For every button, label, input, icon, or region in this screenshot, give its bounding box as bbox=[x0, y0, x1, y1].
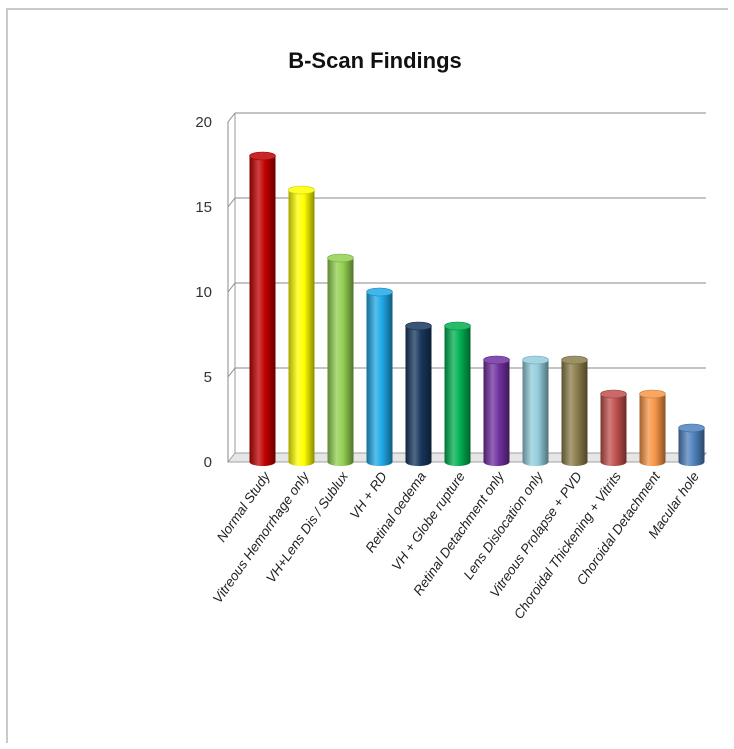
bar-top bbox=[327, 253, 354, 263]
category-label: VH + Globe rupture bbox=[389, 469, 468, 573]
bar-top bbox=[444, 321, 471, 331]
bar-top bbox=[366, 287, 393, 297]
bar-body bbox=[327, 258, 354, 466]
bar-body bbox=[561, 360, 588, 466]
bar-top bbox=[405, 321, 432, 331]
bar bbox=[561, 355, 588, 466]
bar-body bbox=[522, 360, 549, 466]
y-tick-label: 15 bbox=[195, 199, 212, 216]
bar bbox=[288, 185, 315, 466]
gridline-diagonal bbox=[227, 197, 236, 208]
bar bbox=[483, 355, 510, 466]
bar bbox=[678, 423, 705, 466]
bar bbox=[444, 321, 471, 466]
y-tick-label: 0 bbox=[204, 454, 212, 471]
bar bbox=[327, 253, 354, 466]
bar-top bbox=[600, 389, 627, 399]
bar bbox=[522, 355, 549, 466]
bar bbox=[639, 389, 666, 466]
bar-body bbox=[483, 360, 510, 466]
gridline-diagonal bbox=[227, 112, 236, 123]
gridline-diagonal bbox=[227, 367, 236, 378]
bar-body bbox=[639, 394, 666, 466]
bar-top bbox=[288, 185, 315, 195]
bar-body bbox=[288, 190, 315, 466]
bar-top bbox=[639, 389, 666, 399]
y-tick-label: 10 bbox=[195, 284, 212, 301]
bar bbox=[600, 389, 627, 466]
bar-body bbox=[678, 428, 705, 466]
bar-body bbox=[249, 156, 276, 466]
category-label: VH + RD bbox=[347, 469, 390, 522]
y-tick-label: 5 bbox=[204, 369, 212, 386]
bar-body bbox=[600, 394, 627, 466]
bar-top bbox=[483, 355, 510, 365]
gridline-diagonal bbox=[227, 282, 236, 293]
bar-top bbox=[249, 151, 276, 161]
bar-top bbox=[522, 355, 549, 365]
bar bbox=[249, 151, 276, 466]
bar-body bbox=[366, 292, 393, 466]
bar bbox=[405, 321, 432, 466]
bar-body bbox=[444, 326, 471, 466]
bar bbox=[366, 287, 393, 466]
bar-body bbox=[405, 326, 432, 466]
bar-top bbox=[678, 423, 705, 433]
chart-frame bbox=[6, 8, 728, 743]
chart-title: B-Scan Findings bbox=[288, 48, 462, 73]
bar-top bbox=[561, 355, 588, 365]
y-tick-label: 20 bbox=[195, 114, 212, 131]
